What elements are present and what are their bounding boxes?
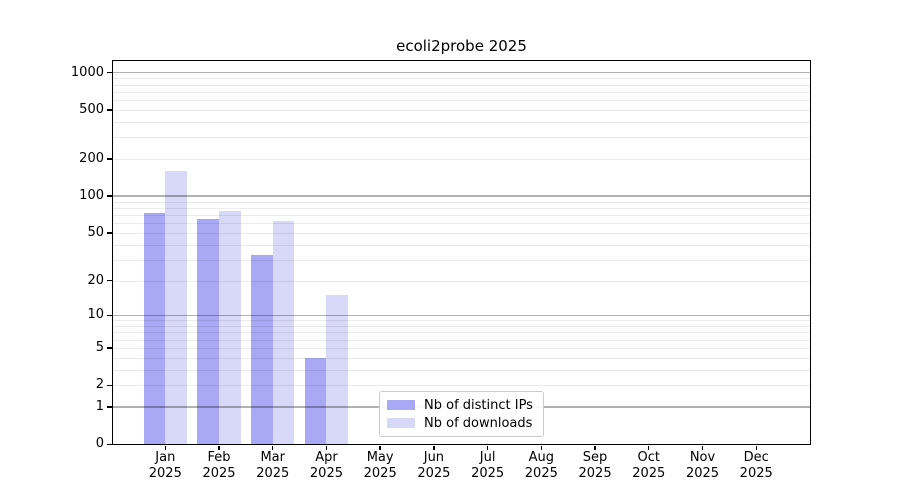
y-tick-label-0: 0 [95,436,104,452]
gridline-major-10 [113,314,810,317]
grid-layer [113,61,810,444]
gridline-minor-50 [113,232,810,234]
gridline-minor-4 [113,357,810,359]
gridline-minor-300 [113,137,810,139]
y-tick-mark-10 [107,314,112,316]
bar-downloads-apr [326,295,349,444]
x-tick-label-jul: Jul 2025 [471,450,505,481]
x-tick-mark-jul [486,445,489,450]
y-tick-label-10: 10 [87,307,104,323]
bars-layer [113,61,810,444]
bar-downloads-mar [272,221,295,444]
gridline-minor-600 [113,100,810,102]
x-tick-mark-aug [540,445,543,450]
gridline-minor-3 [113,369,810,371]
plot-area [112,60,811,445]
gridline-minor-200 [113,159,810,161]
y-tick-label-1000: 1000 [70,64,104,80]
x-tick-label-oct: Oct 2025 [632,450,666,481]
x-tick-label-mar: Mar 2025 [256,450,290,481]
y-tick-mark-5 [107,347,112,349]
y-tick-mark-200 [107,158,112,160]
gridline-minor-800 [113,84,810,86]
x-tick-label-may: May 2025 [363,450,397,481]
y-tick-label-50: 50 [87,224,104,240]
gridline-minor-90 [113,201,810,203]
legend-swatch-downloads-icon [387,418,415,428]
y-tick-label-100: 100 [79,188,104,204]
y-tick-mark-1 [107,406,112,408]
gridline-minor-5 [113,347,810,349]
gridline-minor-400 [113,121,810,123]
gridline-minor-500 [113,109,810,111]
gridline-minor-7 [113,332,810,334]
x-tick-label-feb: Feb 2025 [202,450,236,481]
legend-row-distinct-ips: Nb of distinct IPs [387,398,537,413]
x-tick-mark-nov [701,445,704,450]
bar-downloads-jan [165,170,187,444]
x-tick-label-aug: Aug 2025 [524,450,558,481]
legend-swatch-distinct-ips-icon [387,400,415,410]
y-tick-mark-1000 [107,71,112,74]
gridline-major-100 [113,195,810,197]
x-tick-mark-jan [164,445,166,450]
y-tick-label-200: 200 [79,151,104,167]
x-tick-label-jan: Jan 2025 [148,450,182,481]
gridline-minor-9 [113,320,810,322]
gridline-minor-70 [113,215,810,217]
y-tick-mark-0 [107,443,112,445]
legend: Nb of distinct IPs Nb of downloads [379,391,544,437]
x-tick-mark-apr [325,445,328,450]
y-tick-label-2: 2 [95,377,104,393]
x-tick-mark-may [379,445,381,450]
y-tick-mark-500 [107,109,112,111]
gridline-minor-60 [113,223,810,225]
bar-distinct-ips-mar [251,254,273,444]
x-tick-mark-feb [218,445,220,450]
gridline-minor-700 [113,91,810,93]
gridline-minor-20 [113,280,810,282]
gridline-major-1000 [113,72,810,74]
x-tick-label-sep: Sep 2025 [578,450,612,481]
gridline-minor-40 [113,244,810,246]
chart-title: ecoli2probe 2025 [396,37,527,55]
x-tick-label-jun: Jun 2025 [417,450,451,481]
y-tick-label-20: 20 [87,272,104,288]
x-tick-mark-jun [433,445,435,450]
x-tick-mark-dec [755,445,757,450]
x-tick-mark-oct [648,445,650,450]
legend-label-downloads: Nb of downloads [424,415,533,431]
bar-distinct-ips-feb [197,218,219,444]
gridline-minor-2 [113,385,810,387]
y-tick-mark-20 [107,279,112,282]
bar-distinct-ips-apr [304,357,327,444]
y-tick-label-1: 1 [95,399,104,415]
gridline-minor-8 [113,326,810,328]
gridline-minor-30 [113,259,810,261]
x-tick-label-nov: Nov 2025 [685,450,720,481]
bar-downloads-feb [219,210,241,444]
gridline-minor-900 [113,78,810,80]
y-tick-mark-100 [107,195,112,197]
legend-label-distinct-ips: Nb of distinct IPs [424,397,533,413]
x-tick-mark-sep [594,445,596,450]
y-tick-label-5: 5 [95,339,104,355]
bar-distinct-ips-jan [143,212,166,444]
x-tick-mark-mar [272,445,274,450]
y-tick-mark-50 [107,232,112,234]
x-tick-label-dec: Dec 2025 [739,450,773,481]
y-tick-mark-2 [107,384,112,386]
x-tick-label-apr: Apr 2025 [309,450,343,481]
legend-row-downloads: Nb of downloads [387,416,537,431]
gridline-minor-80 [113,207,810,209]
gridline-minor-6 [113,339,810,341]
y-tick-label-500: 500 [79,101,104,117]
